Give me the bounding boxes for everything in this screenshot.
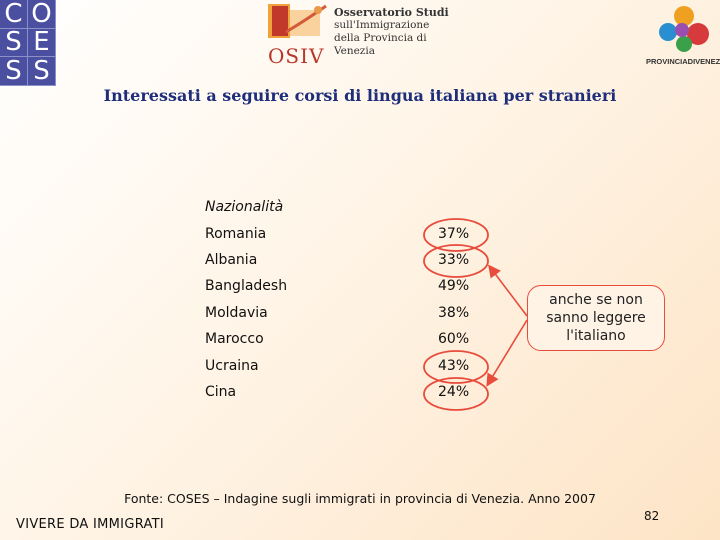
slide-title: Interessati a seguire corsi di lingua it…	[103, 86, 617, 105]
table-row-country: Albania	[205, 252, 258, 268]
osiv-line: della Provincia di Venezia	[334, 32, 427, 57]
table-row-country: Romania	[205, 226, 267, 242]
osiv-line: sull'Immigrazione	[334, 19, 430, 31]
table-row-percent: 33%	[438, 252, 470, 268]
table-header-nationality: Nazionalità	[205, 199, 284, 215]
coses-letter: E	[28, 28, 56, 58]
arrow-to-albania	[488, 264, 528, 317]
table-row-percent: 24%	[438, 384, 470, 400]
table-row-percent: 37%	[438, 226, 470, 242]
coses-letter: C	[0, 0, 28, 29]
note-line: anche se non	[549, 292, 643, 308]
source-note: Fonte: COSES – Indagine sugli immigrati …	[124, 491, 596, 506]
osiv-acronym: OSIV	[268, 44, 325, 68]
footer-label: VIVERE DA IMMIGRATI	[16, 517, 165, 532]
table-row-country: Ucraina	[205, 358, 259, 374]
osiv-name: Osservatorio Studi sull'Immigrazione del…	[334, 6, 464, 58]
osiv-line: Osservatorio Studi	[334, 6, 449, 19]
table-row-country: Moldavia	[205, 305, 268, 321]
coses-letter: S	[0, 28, 28, 58]
coses-logo: C O S E S S	[0, 0, 56, 86]
table-row-country: Bangladesh	[205, 278, 288, 294]
table-row-percent: 43%	[438, 358, 470, 374]
page-number: 82	[644, 509, 660, 523]
note-line: l'italiano	[566, 328, 626, 344]
provincia-logo-mark	[659, 6, 709, 52]
osiv-logo-mark	[268, 4, 327, 38]
coses-letter: O	[28, 0, 56, 29]
table-row-percent: 49%	[438, 278, 470, 294]
coses-letter: S	[28, 57, 56, 86]
table-row-country: Marocco	[205, 331, 264, 347]
coses-letter: S	[0, 57, 28, 86]
provincia-logo-text: PROVINCIADIVENEZIA	[646, 57, 720, 66]
note-line: sanno leggere	[546, 310, 646, 326]
table-row-percent: 60%	[438, 331, 470, 347]
arrow-to-cina	[486, 319, 528, 387]
note-box: anche se non sanno leggere l'italiano	[527, 285, 665, 351]
table-row-percent: 38%	[438, 305, 470, 321]
table-row-country: Cina	[205, 384, 237, 400]
